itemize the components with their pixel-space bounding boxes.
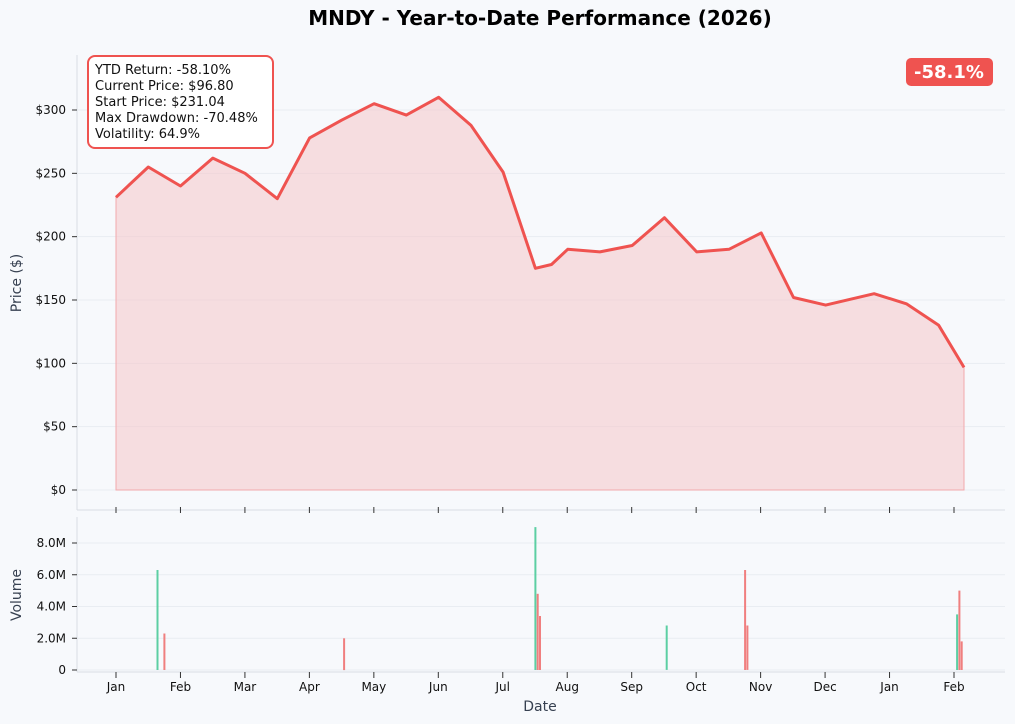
x-tick-label: Jun — [428, 680, 448, 694]
volume-bar — [536, 593, 539, 670]
x-tick-label: Oct — [686, 680, 707, 694]
volume-x-ticks: Jan Feb Mar Apr May Jun Jul Aug Sep Oct Nov Dec Jan F… — [106, 507, 965, 694]
stats-box: YTD Return: -58.10% Current Price: $96.8… — [87, 55, 274, 149]
price-y-tick-label: $300 — [35, 103, 66, 117]
volume-bars — [156, 527, 963, 671]
x-tick-label: Jan — [106, 680, 126, 694]
x-tick-label: Mar — [234, 680, 257, 694]
ytd-badge: -58.1% — [906, 58, 993, 86]
price-y-tick-label: $0 — [51, 483, 66, 497]
price-y-tick-label: $250 — [35, 166, 66, 180]
volume-bar — [163, 633, 166, 670]
volume-bar — [539, 616, 541, 670]
volume-bar — [958, 590, 961, 670]
volume-bar — [534, 527, 537, 670]
volume-y-tick-label: 6.0M — [37, 568, 66, 582]
volume-y-tick-label: 0 — [58, 663, 66, 677]
volume-bar — [665, 625, 668, 670]
stat-volatility: Volatility: 64.9% — [95, 127, 200, 142]
price-y-tick-label: $150 — [35, 293, 66, 307]
volume-y-tick-label: 4.0M — [37, 600, 66, 614]
stat-start-price: Start Price: $231.04 — [95, 95, 225, 110]
volume-y-tick-label: 2.0M — [37, 631, 66, 645]
stat-max-drawdown: Max Drawdown: -70.48% — [95, 111, 258, 126]
volume-bar — [956, 614, 959, 670]
x-tick-label: Jul — [495, 680, 510, 694]
volume-x-axis-label: Date — [523, 699, 556, 715]
price-panel: $0 $50 $100 $150 $200 $250 $300 Price ($) YTD … — [9, 55, 1005, 511]
x-tick-label: Apr — [299, 680, 320, 694]
stat-ytd-return: YTD Return: -58.10% — [94, 63, 231, 78]
price-y-tick-label: $50 — [43, 420, 66, 434]
price-y-tick-label: $200 — [35, 230, 66, 244]
x-tick-label: May — [361, 680, 386, 694]
x-tick-label: Feb — [943, 680, 964, 694]
chart-title: MNDY - Year-to-Date Performance (2026) — [308, 6, 771, 30]
x-tick-label: Jan — [879, 680, 899, 694]
price-line — [114, 95, 966, 369]
volume-bar — [960, 641, 963, 670]
x-tick-label: Dec — [813, 680, 836, 694]
volume-y-axis-label: Volume — [9, 569, 25, 621]
volume-panel: 0 2.0M 4.0M 6.0M 8.0M Jan Feb Mar Apr May Jun Jul A… — [9, 507, 1005, 715]
volume-y-tick-label: 8.0M — [37, 536, 66, 550]
volume-bar — [746, 625, 749, 670]
price-y-ticks: $0 $50 $100 $150 $200 $250 $300 — [35, 103, 77, 497]
x-tick-label: Nov — [749, 680, 772, 694]
x-tick-label: Feb — [170, 680, 191, 694]
x-tick-label: Sep — [620, 680, 643, 694]
price-y-axis-label: Price ($) — [9, 254, 25, 312]
price-area-fill — [115, 96, 965, 491]
x-tick-label: Aug — [556, 680, 579, 694]
volume-bar — [156, 570, 159, 670]
volume-bar — [343, 638, 346, 671]
stat-current-price: Current Price: $96.80 — [95, 79, 234, 94]
volume-bar — [744, 570, 747, 670]
ytd-badge-label: -58.1% — [914, 62, 984, 83]
volume-y-ticks: 0 2.0M 4.0M 6.0M 8.0M — [37, 536, 77, 677]
price-y-tick-label: $100 — [35, 356, 66, 370]
